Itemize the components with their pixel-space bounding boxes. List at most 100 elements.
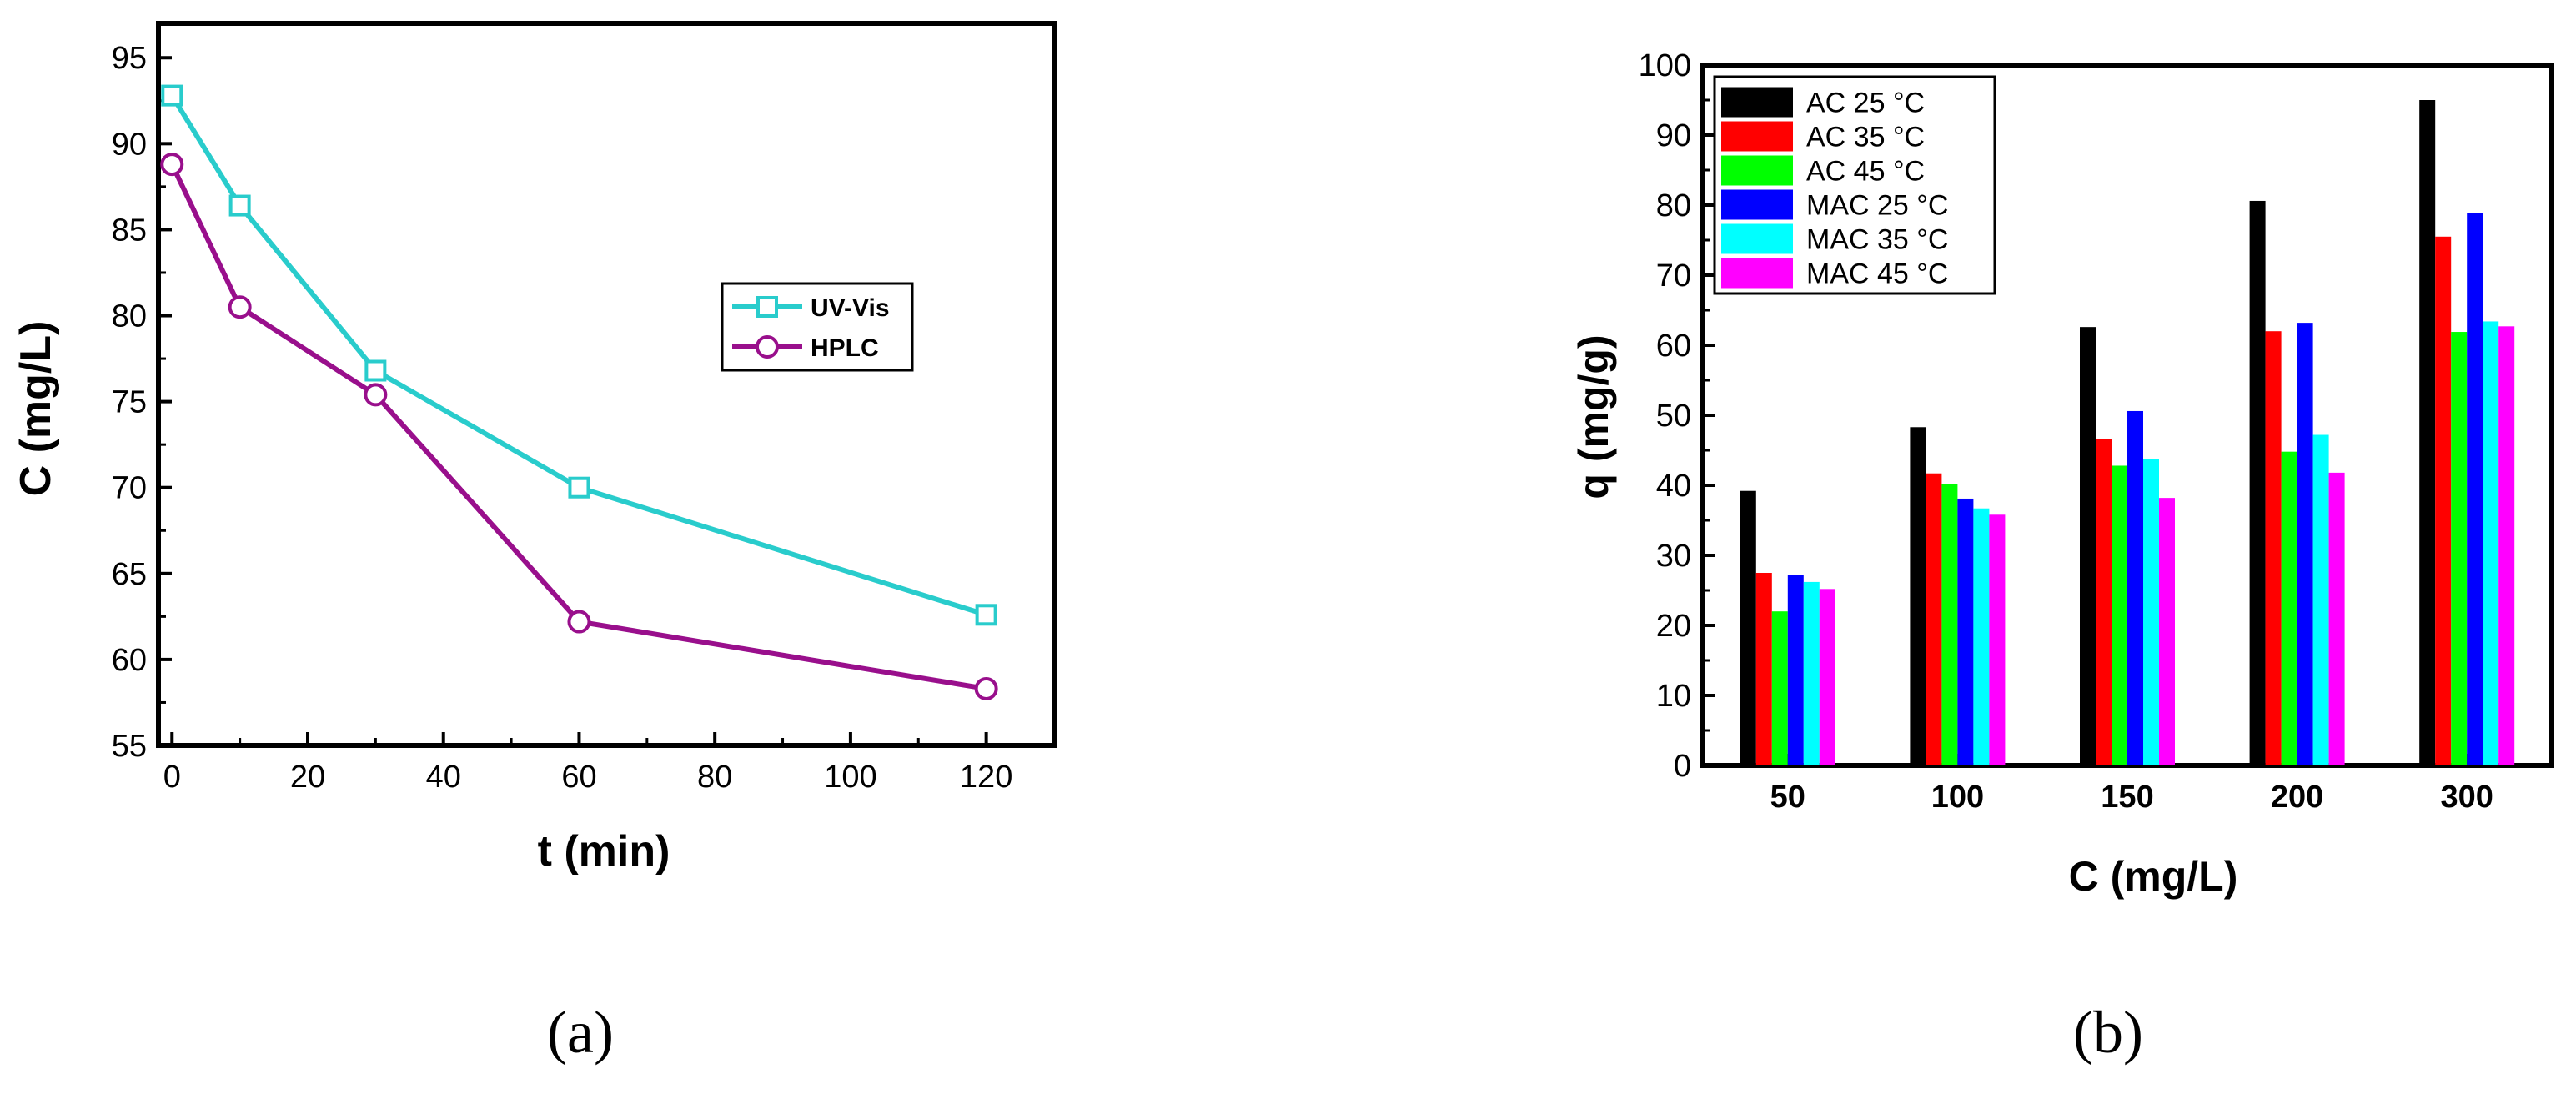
y-tick-label: 20 (1656, 609, 1691, 644)
bar-ac-35-c-300 (2435, 236, 2452, 765)
y-tick-label: 90 (112, 127, 147, 162)
x-tick-label: 300 (2440, 780, 2493, 815)
bar-chart-y-axis-title: q (mg/g) (1570, 334, 1617, 499)
x-tick-label: 150 (2101, 780, 2153, 815)
data-point-square (568, 476, 590, 499)
bar-ac-35-c-50 (1755, 573, 1772, 765)
legend-label: UV-Vis (811, 294, 890, 322)
legend-label: HPLC (811, 334, 879, 362)
legend-swatch (1721, 155, 1793, 186)
bar-ac-45-c-200 (2281, 451, 2297, 765)
x-tick-label: 50 (1770, 780, 1805, 815)
bar-ac-25-c-200 (2249, 200, 2266, 765)
y-tick-label: 10 (1656, 679, 1691, 714)
legend-swatch (1721, 121, 1793, 152)
x-tick-label: 40 (426, 760, 461, 795)
y-tick-label: 60 (1656, 329, 1691, 364)
line-chart-series (160, 84, 998, 700)
bar-ac-25-c-150 (2080, 327, 2096, 765)
bar-ac-45-c-300 (2451, 332, 2468, 765)
bar-mac-35-c-100 (1973, 508, 1990, 765)
y-tick-label: 75 (112, 385, 147, 420)
bar-chart-panel: 0 10 20 30 40 50 60 70 80 90 100 50 100 150 200 300 AC… (1570, 48, 2554, 1066)
line-chart-axes (156, 21, 1057, 748)
data-point-square (228, 194, 251, 217)
line-chart-x-ticks: 0 20 40 60 80 100 120 (163, 732, 1012, 795)
y-tick-label: 90 (1656, 118, 1691, 153)
data-point-circle (160, 153, 184, 177)
bar-mac-25-c-150 (2127, 410, 2143, 765)
data-point-square (161, 84, 183, 107)
bar-mac-25-c-50 (1787, 575, 1804, 765)
data-point-circle (228, 295, 252, 319)
bar-mac-45-c-200 (2328, 472, 2345, 765)
y-tick-label: 40 (1656, 469, 1691, 504)
line-chart-legend: UV-Vis HPLC (721, 282, 914, 372)
y-tick-label: 100 (1639, 48, 1691, 83)
y-tick-label: 60 (112, 643, 147, 678)
bar-ac-25-c-300 (2419, 100, 2436, 765)
line-chart-y-axis-title: C (mg/L) (12, 321, 60, 497)
legend-label: AC 45 °C (1806, 156, 1925, 188)
y-tick-label: 70 (112, 471, 147, 506)
legend-swatch (1721, 258, 1793, 289)
bar-ac-35-c-100 (1926, 473, 1942, 765)
x-tick-label: 60 (561, 760, 596, 795)
y-tick-label: 50 (1656, 399, 1691, 434)
bar-ac-45-c-100 (1941, 484, 1958, 765)
y-tick-label: 55 (112, 729, 147, 764)
bar-chart-x-axis-title: C (mg/L) (2069, 853, 2238, 900)
bar-mac-45-c-150 (2159, 498, 2175, 765)
x-tick-label: 100 (1931, 780, 1984, 815)
y-tick-label: 65 (112, 557, 147, 592)
bar-chart-bars (1740, 100, 2515, 766)
legend-swatch (1721, 87, 1793, 118)
bar-mac-45-c-50 (1819, 589, 1835, 765)
legend-label: AC 25 °C (1806, 88, 1925, 119)
y-tick-label: 85 (112, 213, 147, 248)
legend-marker-square (756, 296, 778, 318)
legend-label: MAC 35 °C (1806, 224, 1948, 256)
bar-chart-y-ticks: 0 10 20 30 40 50 60 70 80 90 100 (1639, 48, 1715, 784)
line-chart-x-axis-title: t (min) (538, 827, 670, 876)
y-tick-label: 95 (112, 41, 147, 76)
bar-ac-35-c-200 (2265, 331, 2282, 765)
bar-mac-45-c-300 (2498, 326, 2515, 765)
line-chart-y-ticks: 55 60 65 70 75 80 85 90 95 (112, 41, 172, 764)
bar-ac-45-c-150 (2112, 465, 2127, 765)
legend-label: MAC 25 °C (1806, 190, 1948, 222)
data-point-circle (364, 383, 388, 407)
x-tick-label: 80 (697, 760, 732, 795)
data-point-circle (974, 676, 998, 700)
bar-ac-35-c-150 (2096, 439, 2112, 765)
y-tick-label: 30 (1656, 539, 1691, 574)
legend-label: MAC 45 °C (1806, 258, 1948, 290)
y-tick-label: 80 (1656, 188, 1691, 223)
bar-mac-45-c-100 (1989, 514, 2006, 765)
legend-swatch (1721, 189, 1793, 220)
y-tick-label: 80 (112, 299, 147, 334)
bar-mac-35-c-50 (1803, 581, 1820, 765)
legend-marker-circle (756, 335, 779, 359)
bar-ac-25-c-100 (1910, 427, 1926, 765)
bar-mac-25-c-200 (2297, 323, 2313, 765)
x-tick-label: 120 (960, 760, 1012, 795)
bar-ac-45-c-50 (1771, 611, 1788, 765)
x-tick-label: 100 (824, 760, 876, 795)
y-tick-label: 70 (1656, 258, 1691, 294)
y-tick-label: 0 (1674, 749, 1691, 784)
legend-swatch (1721, 223, 1793, 254)
x-tick-label: 20 (290, 760, 325, 795)
bar-ac-25-c-50 (1740, 490, 1756, 765)
x-tick-label: 0 (163, 760, 181, 795)
data-point-square (975, 604, 997, 626)
panel-label-a: (a) (547, 999, 614, 1066)
line-chart-frame (156, 21, 1057, 748)
x-tick-label: 200 (2271, 780, 2323, 815)
bar-mac-35-c-300 (2483, 321, 2499, 765)
bar-mac-35-c-200 (2312, 434, 2329, 765)
bar-mac-35-c-150 (2143, 459, 2159, 765)
panel-label-b: (b) (2073, 999, 2143, 1066)
bar-chart-x-ticks: 50 100 150 200 300 (1770, 754, 2493, 815)
